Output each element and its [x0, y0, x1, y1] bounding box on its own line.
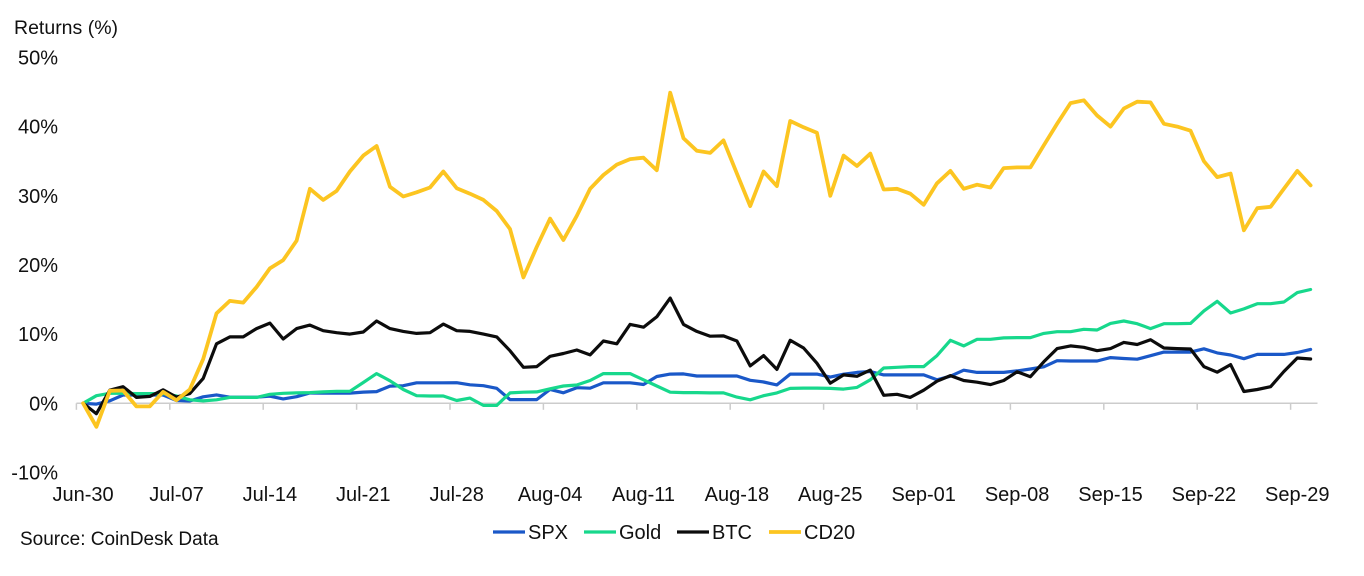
- svg-text:Aug-18: Aug-18: [705, 484, 770, 506]
- svg-text:10%: 10%: [18, 324, 58, 346]
- svg-text:Gold: Gold: [619, 522, 661, 544]
- svg-text:Source: CoinDesk Data: Source: CoinDesk Data: [20, 529, 219, 550]
- svg-text:Aug-11: Aug-11: [612, 484, 675, 506]
- svg-text:BTC: BTC: [712, 522, 752, 544]
- svg-text:Aug-04: Aug-04: [518, 484, 583, 506]
- svg-text:0%: 0%: [29, 393, 58, 415]
- svg-text:30%: 30%: [18, 186, 58, 208]
- svg-text:Returns (%): Returns (%): [14, 17, 118, 39]
- svg-text:Aug-25: Aug-25: [798, 484, 863, 506]
- svg-text:Jun-30: Jun-30: [53, 484, 114, 506]
- svg-text:Sep-22: Sep-22: [1172, 484, 1237, 506]
- svg-text:CD20: CD20: [804, 522, 855, 544]
- svg-text:20%: 20%: [18, 255, 58, 277]
- svg-text:Jul-07: Jul-07: [149, 484, 203, 506]
- svg-text:Sep-29: Sep-29: [1265, 484, 1330, 506]
- svg-text:40%: 40%: [18, 117, 58, 139]
- svg-text:Sep-08: Sep-08: [985, 484, 1050, 506]
- svg-text:Jul-21: Jul-21: [336, 484, 390, 506]
- svg-text:Sep-15: Sep-15: [1078, 484, 1143, 506]
- svg-text:Sep-01: Sep-01: [891, 484, 956, 506]
- svg-text:50%: 50%: [18, 47, 58, 69]
- svg-text:SPX: SPX: [528, 522, 568, 544]
- svg-text:Jul-28: Jul-28: [429, 484, 483, 506]
- svg-text:-10%: -10%: [11, 463, 58, 485]
- svg-text:Jul-14: Jul-14: [243, 484, 297, 506]
